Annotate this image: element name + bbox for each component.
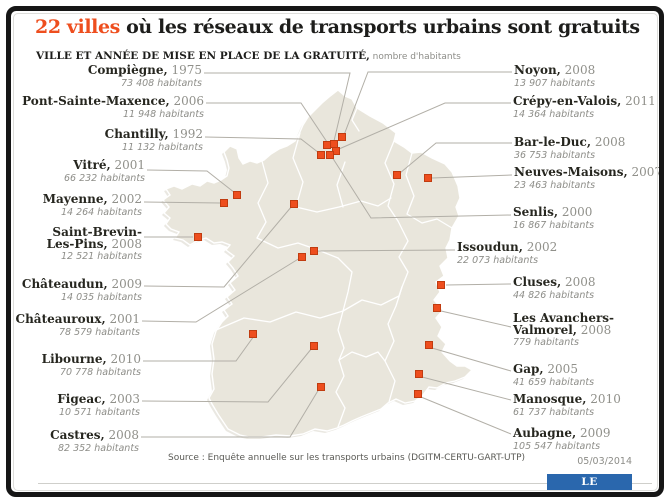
leader-line-manosque [421, 376, 512, 401]
leader-line-chantilly [204, 136, 320, 154]
city-marker-issoudun [310, 247, 318, 255]
city-marker-bar-le-duc [393, 171, 401, 179]
city-marker-vitre [233, 191, 241, 199]
city-marker-manosque [415, 370, 423, 378]
subtitle: VILLE ET ANNÉE DE MISE EN PLACE DE LA GR… [36, 44, 461, 63]
city-marker-mayenne [220, 199, 228, 207]
lefigaro-logo[interactable]: LE FIGARO·fr [547, 474, 632, 503]
leader-line-compiegne [204, 72, 351, 142]
leader-line-chateaudun [143, 205, 293, 288]
title-rest: où les réseaux de transports urbains son… [119, 16, 640, 38]
leader-line-senlis [331, 156, 512, 219]
date-text: 05/03/2014 [577, 456, 632, 467]
region-borders [215, 107, 453, 428]
leader-line-castres [141, 388, 320, 438]
leader-line-noyon [343, 71, 512, 136]
city-marker-senlis [326, 151, 334, 159]
city-marker-noyon [338, 133, 346, 141]
leader-line-libourne [143, 335, 255, 362]
city-marker-les-avanchers-valmorel [433, 304, 441, 312]
leader-line-aubagne [420, 396, 512, 435]
subtitle-main: VILLE ET ANNÉE DE MISE EN PLACE DE LA GR… [36, 50, 370, 62]
city-marker-saint-brevin-les-pins [194, 233, 202, 241]
leader-line-crepy-en-valois [338, 102, 511, 150]
city-marker-castres [317, 383, 325, 391]
leader-line-figeac [141, 347, 313, 403]
city-marker-chantilly [317, 151, 325, 159]
title-highlight: 22 villes [35, 16, 120, 38]
logo-suffix: fr [612, 493, 623, 503]
city-marker-cluses [437, 281, 445, 289]
logo-separator: · [607, 493, 612, 503]
city-marker-chateauroux [298, 253, 306, 261]
city-marker-aubagne [414, 390, 422, 398]
leader-line-pont-sainte-maxence [206, 102, 328, 143]
city-marker-neuves-maisons [424, 174, 432, 182]
city-marker-compiegne [330, 140, 338, 148]
page-title: 22 villes où les réseaux de transports u… [35, 16, 640, 38]
logo-text: LE FIGARO [556, 476, 607, 503]
leader-line-chateauroux [141, 257, 301, 323]
footer-divider [38, 483, 652, 484]
leader-line-gap [431, 347, 512, 372]
source-text: Source : Enquête annuelle sur les transp… [168, 453, 526, 463]
leader-line-cluses [445, 283, 512, 286]
leader-line-bar-le-duc [399, 142, 512, 174]
city-marker-pont-sainte-maxence [323, 141, 331, 149]
city-marker-gap [425, 341, 433, 349]
city-marker-libourne [249, 330, 257, 338]
subtitle-note: nombre d'habitants [369, 52, 461, 62]
city-markers [194, 133, 445, 398]
leader-line-issoudun [317, 249, 456, 252]
leader-line-neuves-maisons [431, 174, 513, 179]
leader-line-vitre [146, 169, 236, 194]
city-marker-figeac [310, 342, 318, 350]
leader-lines [141, 71, 513, 438]
city-marker-chateaudun [290, 200, 298, 208]
leader-line-les-avanchers-valmorel [440, 310, 512, 328]
leader-line-mayenne [143, 201, 221, 204]
